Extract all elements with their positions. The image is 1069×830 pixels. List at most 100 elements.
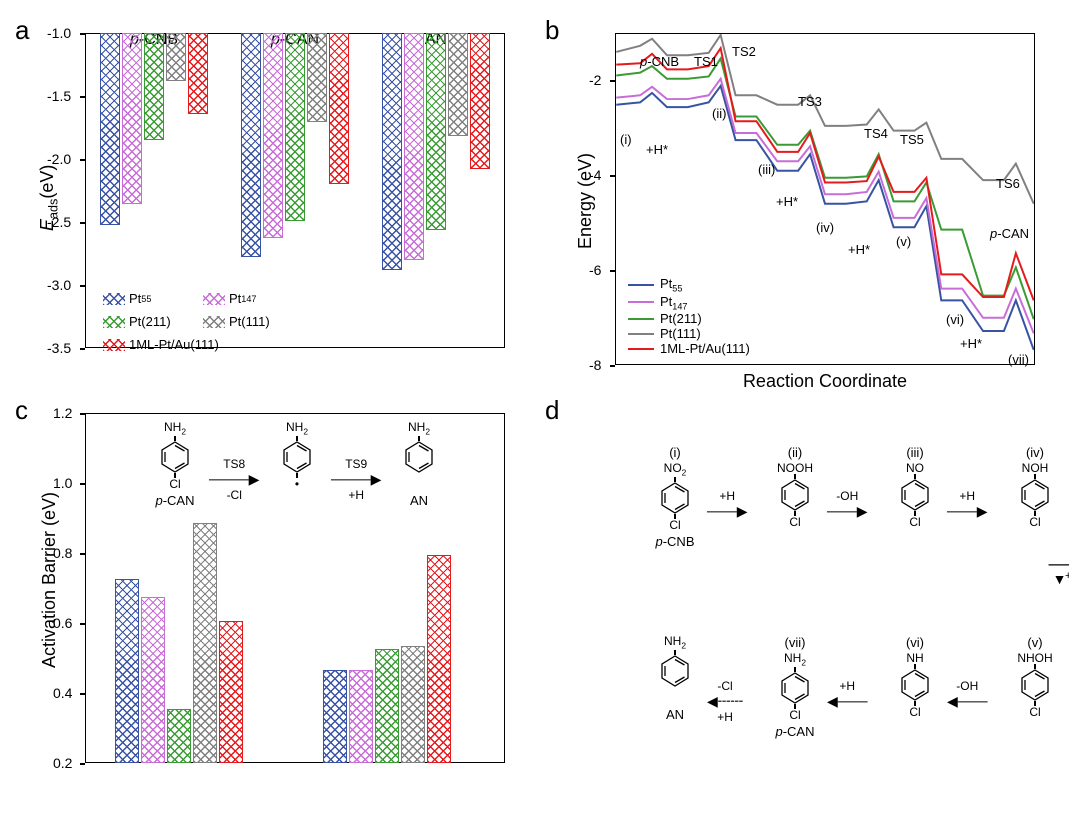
mol-an: NH2AN — [389, 421, 449, 508]
bar — [401, 646, 425, 763]
arrow-ts8: TS8────▶-Cl — [209, 457, 259, 502]
legend-item: Pt(111) — [628, 326, 750, 341]
annotation: (iii) — [758, 162, 775, 177]
ytick: -2.0 — [47, 151, 71, 167]
ytick: 1.0 — [53, 475, 72, 491]
ytick: 0.6 — [53, 615, 72, 631]
annotation: (v) — [896, 234, 911, 249]
annotation: TS2 — [732, 44, 756, 59]
ytick: 0.4 — [53, 685, 72, 701]
arrow: -Cl◀╌╌╌+H — [707, 679, 743, 724]
arrow: +H───▶ — [707, 489, 748, 520]
annotation: (vi) — [946, 312, 964, 327]
bar — [122, 33, 142, 204]
bar — [349, 670, 373, 763]
ytick: -1.0 — [47, 25, 71, 41]
legend-item: 1ML-Pt/Au(111) — [628, 341, 750, 356]
molecule-iii: (iii)NOCl — [885, 445, 945, 528]
mol-pcan: NH2Clp-CAN — [145, 421, 205, 508]
molecule-vii: (vii)NH2Clp-CAN — [765, 635, 825, 739]
legend-item: Pt(211) — [628, 311, 750, 326]
bar — [188, 33, 208, 114]
ytick: -3.0 — [47, 277, 71, 293]
molecule-i: (i)NO2Clp-CNB — [645, 445, 705, 549]
molecule-an: NH2AN — [645, 635, 705, 722]
arrow: -OH───▶ — [827, 489, 868, 520]
annotation: TS1 — [694, 54, 718, 69]
arrow: -OH◀─── — [947, 679, 988, 710]
molecule-ii: (ii)NOOHCl — [765, 445, 825, 528]
legend-item: Pt(111) — [203, 314, 293, 329]
panel-c-reaction-inset: NH2Clp-CANTS8────▶-ClNH2•TS9────▶+HNH2AN — [145, 421, 465, 531]
bar — [219, 621, 243, 763]
molecule-v: (v)NHOHCl — [1005, 635, 1065, 718]
panel-c-ylabel: Activation Barrier (eV) — [39, 492, 60, 668]
annotation: (iv) — [816, 220, 834, 235]
annotation: p-CNB — [640, 54, 679, 69]
bar — [375, 649, 399, 763]
panel-d-scheme: (i)NO2Clp-CNB(ii)NOOHCl(iii)NOCl(iv)NOHC… — [575, 405, 1055, 805]
ytick: -2.5 — [47, 214, 71, 230]
legend-item: Pt55 — [628, 276, 750, 294]
bar — [100, 33, 120, 225]
ytick: -2 — [589, 72, 601, 88]
arrow: +H───▶ — [947, 489, 988, 520]
ytick: -3.5 — [47, 340, 71, 356]
bar — [115, 579, 139, 763]
panel-b: b p-CNBTS1TS2(ii)(i)+H*TS3(iii)+H*TS4TS5… — [545, 15, 1065, 385]
panel-d: d (i)NO2Clp-CNB (ii)NOOHCl (iii)NOCl (iv)NO… — [545, 395, 1065, 815]
arrow: │▼ — [1049, 560, 1069, 587]
arrow: +H◀─── — [827, 679, 868, 710]
ytick: -8 — [589, 357, 601, 373]
legend-item: Pt(211) — [103, 314, 193, 329]
figure-grid: a Eads(eV) -3.5-3.0-2.5-2.0-1.5-1.0 p-CN… — [15, 15, 1054, 815]
annotation: TS5 — [900, 132, 924, 147]
panel-d-label: d — [545, 395, 559, 426]
ytick: 0.2 — [53, 755, 72, 771]
bar — [323, 670, 347, 763]
legend-item: 1ML-Pt/Au(111) — [103, 337, 219, 352]
bar — [427, 555, 451, 763]
panel-b-plot: p-CNBTS1TS2(ii)(i)+H*TS3(iii)+H*TS4TS5(i… — [615, 33, 1035, 365]
annotation: TS4 — [864, 126, 888, 141]
annotation: +H* — [848, 242, 870, 257]
ytick: 0.8 — [53, 545, 72, 561]
bar — [144, 33, 164, 140]
arrow-ts9: TS9────▶+H — [331, 457, 381, 502]
legend-item: Pt55 — [103, 291, 193, 306]
bar — [448, 33, 468, 136]
bar — [382, 33, 402, 270]
bar — [404, 33, 424, 260]
ytick: -6 — [589, 262, 601, 278]
bar — [307, 33, 327, 122]
annotation: p-CAN — [990, 226, 1029, 241]
panel-a: a Eads(eV) -3.5-3.0-2.5-2.0-1.5-1.0 p-CN… — [15, 15, 535, 385]
annotation: (vii) — [1008, 352, 1029, 367]
panel-a-legend: Pt55 Pt147 Pt(211) Pt(111) 1ML-Pt/Au(111) — [103, 291, 413, 356]
bar — [166, 33, 186, 81]
legend-item: Pt147 — [628, 294, 750, 312]
bar — [141, 597, 165, 763]
panel-c-label: c — [15, 395, 28, 426]
bar — [285, 33, 305, 221]
molecule-vi: (vi)NHCl — [885, 635, 945, 718]
bar — [470, 33, 490, 169]
panel-b-label: b — [545, 15, 559, 46]
annotation: +H* — [776, 194, 798, 209]
annotation: +H* — [646, 142, 668, 157]
molecule-iv: (iv)NOHCl — [1005, 445, 1065, 528]
ytick: 1.2 — [53, 405, 72, 421]
ytick: -4 — [589, 167, 601, 183]
legend-item: Pt147 — [203, 291, 293, 306]
panel-b-xlabel: Reaction Coordinate — [615, 371, 1035, 392]
annotation: TS6 — [996, 176, 1020, 191]
annotation: TS3 — [798, 94, 822, 109]
energy-line-1ML — [616, 48, 1033, 300]
mol-radical: NH2• — [267, 421, 327, 490]
panel-a-label: a — [15, 15, 29, 46]
bar — [167, 709, 191, 763]
annotation: (i) — [620, 132, 632, 147]
panel-b-legend: Pt55Pt147Pt(211)Pt(111)1ML-Pt/Au(111) — [628, 276, 750, 356]
panel-c: c Activation Barrier (eV) 0.2 0.4 0.6 0.8 1.… — [15, 395, 535, 815]
bar — [193, 523, 217, 763]
